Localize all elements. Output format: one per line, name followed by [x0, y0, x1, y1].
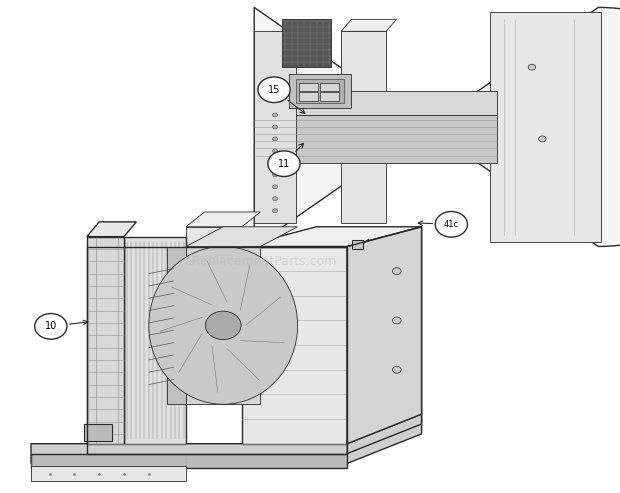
Circle shape	[35, 314, 67, 339]
Polygon shape	[31, 454, 347, 468]
Circle shape	[392, 366, 401, 373]
Circle shape	[258, 77, 290, 103]
Polygon shape	[87, 222, 136, 237]
Ellipse shape	[149, 246, 298, 404]
Polygon shape	[254, 91, 497, 115]
Circle shape	[273, 185, 278, 189]
Text: 10: 10	[45, 321, 57, 331]
Text: 11: 11	[278, 159, 290, 169]
Text: 15: 15	[268, 85, 280, 95]
Polygon shape	[31, 466, 186, 481]
Circle shape	[273, 113, 278, 117]
Bar	[299, 92, 319, 101]
Polygon shape	[254, 7, 620, 246]
Bar	[352, 240, 363, 249]
Circle shape	[273, 161, 278, 165]
Circle shape	[392, 268, 401, 275]
Polygon shape	[289, 74, 352, 108]
Text: eReplacementParts.com: eReplacementParts.com	[184, 255, 337, 268]
Polygon shape	[87, 237, 124, 444]
Polygon shape	[242, 227, 422, 246]
Polygon shape	[282, 19, 330, 67]
Bar	[320, 83, 339, 91]
Bar	[299, 83, 319, 91]
Polygon shape	[124, 237, 186, 444]
Polygon shape	[242, 246, 347, 444]
Polygon shape	[186, 246, 260, 404]
Circle shape	[273, 197, 278, 201]
Circle shape	[268, 151, 300, 176]
Bar	[84, 424, 112, 441]
Circle shape	[273, 173, 278, 177]
Polygon shape	[254, 32, 296, 223]
Polygon shape	[167, 246, 186, 404]
Circle shape	[205, 311, 241, 340]
Circle shape	[273, 149, 278, 153]
Polygon shape	[186, 227, 298, 246]
Polygon shape	[341, 19, 397, 32]
Polygon shape	[296, 79, 345, 103]
Polygon shape	[341, 32, 386, 223]
Circle shape	[435, 211, 467, 237]
Polygon shape	[186, 212, 260, 227]
Polygon shape	[490, 12, 601, 242]
Circle shape	[273, 125, 278, 129]
Circle shape	[273, 137, 278, 141]
Polygon shape	[347, 227, 422, 444]
Circle shape	[273, 209, 278, 212]
Text: 41c: 41c	[444, 220, 459, 229]
Polygon shape	[254, 115, 497, 163]
Circle shape	[539, 136, 546, 142]
Circle shape	[528, 64, 536, 70]
Polygon shape	[31, 414, 422, 463]
Polygon shape	[186, 227, 242, 311]
Bar	[320, 92, 339, 101]
Circle shape	[392, 317, 401, 324]
